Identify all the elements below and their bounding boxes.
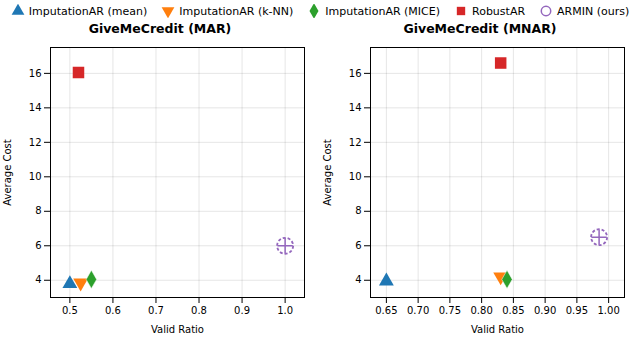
svg-text:4: 4	[35, 274, 41, 285]
svg-text:8: 8	[35, 205, 41, 216]
svg-text:0.5: 0.5	[62, 305, 78, 316]
svg-text:1.0: 1.0	[277, 305, 293, 316]
svg-text:12: 12	[349, 137, 362, 148]
html-text:RobustAR: RobustAR	[472, 4, 525, 18]
svg-text:6: 6	[35, 240, 41, 251]
svg-text:10: 10	[349, 171, 362, 182]
svg-text:0.90: 0.90	[534, 305, 556, 316]
svg-text:0.8: 0.8	[191, 305, 207, 316]
svg-text:14: 14	[29, 102, 42, 113]
svg-text:0.75: 0.75	[439, 305, 461, 316]
svg-text:0.7: 0.7	[148, 305, 164, 316]
svg-text:0.6: 0.6	[105, 305, 121, 316]
html-text:GiveMeCredit (MAR): GiveMeCredit (MAR)	[88, 21, 232, 36]
svg-text:0.95: 0.95	[566, 305, 588, 316]
svg-text:4: 4	[355, 274, 361, 285]
html-text:GiveMeCredit (MNAR): GiveMeCredit (MNAR)	[403, 21, 557, 36]
svg-text:Average Cost: Average Cost	[2, 139, 13, 206]
svg-text:Valid Ratio: Valid Ratio	[151, 324, 204, 335]
html-text:ImputationAR (k-NN): ImputationAR (k-NN)	[179, 4, 294, 18]
svg-text:16: 16	[349, 68, 362, 79]
html-text:ImputationAR (mean): ImputationAR (mean)	[28, 4, 148, 18]
svg-text:8: 8	[355, 205, 361, 216]
html-text:ImputationAR (MICE): ImputationAR (MICE)	[325, 4, 440, 18]
svg-text:0.9: 0.9	[234, 305, 250, 316]
svg-text:Valid Ratio: Valid Ratio	[471, 324, 524, 335]
svg-text:0.70: 0.70	[407, 305, 429, 316]
svg-text:14: 14	[349, 102, 362, 113]
svg-text:6: 6	[355, 240, 361, 251]
svg-text:10: 10	[29, 171, 42, 182]
html-text:ARMIN (ours): ARMIN (ours)	[557, 4, 630, 18]
svg-text:Average Cost: Average Cost	[322, 139, 333, 206]
svg-text:0.85: 0.85	[502, 305, 524, 316]
svg-text:16: 16	[29, 68, 42, 79]
svg-text:12: 12	[29, 137, 42, 148]
svg-text:0.65: 0.65	[375, 305, 397, 316]
svg-text:1.00: 1.00	[597, 305, 619, 316]
svg-text:0.80: 0.80	[470, 305, 492, 316]
